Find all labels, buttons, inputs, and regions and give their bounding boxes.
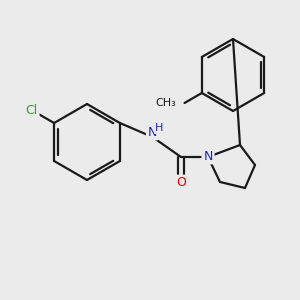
Text: N: N xyxy=(148,125,157,139)
Text: CH₃: CH₃ xyxy=(156,98,176,108)
Text: N: N xyxy=(203,149,213,163)
Text: H: H xyxy=(155,123,164,133)
Text: Cl: Cl xyxy=(26,103,38,116)
Text: O: O xyxy=(176,176,186,190)
